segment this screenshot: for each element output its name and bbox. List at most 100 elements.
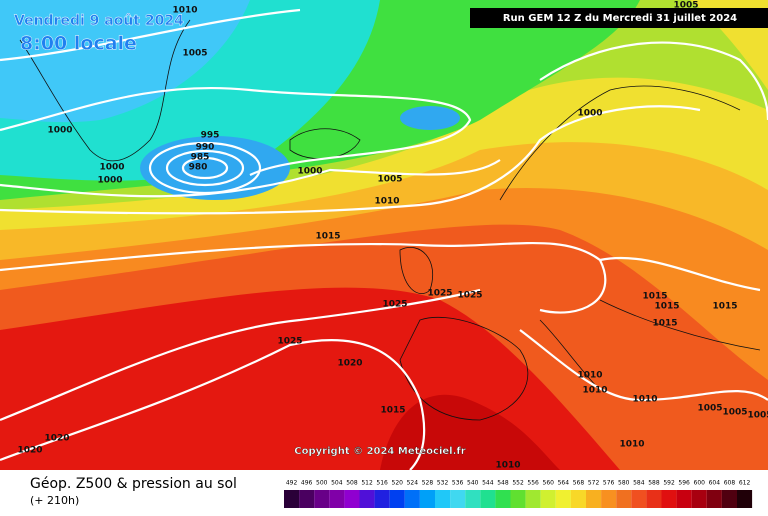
isobar-label: 1015	[652, 319, 677, 329]
isobar-label: 1005	[377, 175, 402, 185]
scale-label: 504	[331, 480, 343, 487]
scale-cell	[646, 490, 662, 508]
valid-time: 8:00 locale	[20, 33, 137, 55]
isobar-label: 1020	[44, 434, 69, 444]
isobar-label: 1010	[172, 6, 197, 16]
scale-cell	[706, 490, 722, 508]
isobar-label: 1010	[495, 461, 520, 471]
isobar-label: 1005	[747, 411, 768, 421]
scale-label: 612	[739, 480, 751, 487]
field	[0, 0, 768, 470]
scale-label: 500	[316, 480, 328, 487]
scale-cell	[661, 490, 677, 508]
scale-cell	[540, 490, 556, 508]
scale-cell	[691, 490, 707, 508]
scale-cell	[480, 490, 496, 508]
scale-cell	[299, 490, 315, 508]
isobar-label: 1015	[380, 406, 405, 416]
scale-label: 552	[512, 480, 524, 487]
isobar-label: 990	[196, 143, 215, 153]
coastlines	[19, 19, 761, 421]
scale-label: 548	[497, 480, 509, 487]
scale-label: 556	[527, 480, 539, 487]
lead-time: (+ 210h)	[30, 494, 79, 507]
scale-label: 496	[301, 480, 313, 487]
isobar-label: 1025	[457, 291, 482, 301]
isobar-label: 1005	[697, 404, 722, 414]
scale-label: 544	[482, 480, 494, 487]
isobar-label: 1025	[382, 300, 407, 310]
scale-label: 560	[543, 480, 555, 487]
scale-label: 588	[648, 480, 660, 487]
scale-cell	[359, 490, 375, 508]
isobar-label: 1005	[182, 49, 207, 59]
scale-label: 568	[573, 480, 585, 487]
scale-label: 516	[376, 480, 388, 487]
scale-cell	[419, 490, 435, 508]
scale-cell	[737, 490, 753, 508]
scale-label: 604	[709, 480, 721, 487]
isobar-label: 1000	[99, 163, 124, 173]
isobar-label: 1010	[374, 197, 399, 207]
scale-cell	[344, 490, 360, 508]
isobar-label: 980	[189, 163, 208, 173]
scale-cell	[525, 490, 541, 508]
scale-cell	[389, 490, 405, 508]
run-info: Run GEM 12 Z du Mercredi 31 juillet 2024	[503, 13, 737, 24]
isobar-label: 1015	[712, 302, 737, 312]
isobar-label: 1020	[17, 446, 42, 456]
run-box	[470, 8, 768, 28]
scale-cell	[570, 490, 586, 508]
scale-label: 520	[392, 480, 404, 487]
isobar-label: 1000	[47, 126, 72, 136]
scale-label: 584	[633, 480, 645, 487]
isobar-label: 1020	[337, 359, 362, 369]
scale-label: 608	[724, 480, 736, 487]
scale-cell	[586, 490, 602, 508]
scale-cell	[601, 490, 617, 508]
isobar-label: 1000	[97, 176, 122, 186]
scale-label: 528	[422, 480, 434, 487]
valid-date: Vendredi 9 août 2024	[14, 13, 184, 29]
scale-cell	[495, 490, 511, 508]
scale-label: 592	[663, 480, 675, 487]
scale-label: 600	[694, 480, 706, 487]
scale-cell	[510, 490, 526, 508]
scale-label: 596	[678, 480, 690, 487]
isobars	[0, 8, 768, 471]
isobar-label: 1010	[619, 440, 644, 450]
isobar-label: 985	[191, 153, 210, 163]
scale-cell	[435, 490, 451, 508]
scale-cell	[374, 490, 390, 508]
scale-cell	[631, 490, 647, 508]
scale-label: 564	[558, 480, 570, 487]
scale-label: 492	[286, 480, 298, 487]
isobar-label: 1005	[673, 1, 698, 11]
scale-cell	[555, 490, 571, 508]
scale-label: 540	[467, 480, 479, 487]
scale-label: 532	[437, 480, 449, 487]
isobar-label: 1010	[577, 371, 602, 381]
scale-label: 576	[603, 480, 615, 487]
scale-label: 508	[346, 480, 358, 487]
isobar-label: 1000	[297, 167, 322, 177]
scale-label: 572	[588, 480, 600, 487]
footer-title: Géop. Z500 & pression au sol	[30, 476, 237, 492]
color-scale: 492 496 500 504 508 512 516 520 524 528 532 536 540 5…	[284, 480, 753, 508]
scale-cell	[404, 490, 420, 508]
copyright: Copyright © 2024 Meteociel.fr	[294, 446, 465, 457]
isobar-label: 1015	[642, 292, 667, 302]
scale-cell	[314, 490, 330, 508]
scale-cell	[329, 490, 345, 508]
scale-cell	[465, 490, 481, 508]
scale-cell	[450, 490, 466, 508]
isobar-label: 995	[201, 131, 220, 141]
isobar-label: 1000	[577, 109, 602, 119]
scale-label: 536	[452, 480, 464, 487]
scale-label: 512	[361, 480, 373, 487]
scale-cell	[676, 490, 692, 508]
scale-cell	[284, 490, 300, 508]
isobar-label: 1015	[315, 232, 340, 242]
